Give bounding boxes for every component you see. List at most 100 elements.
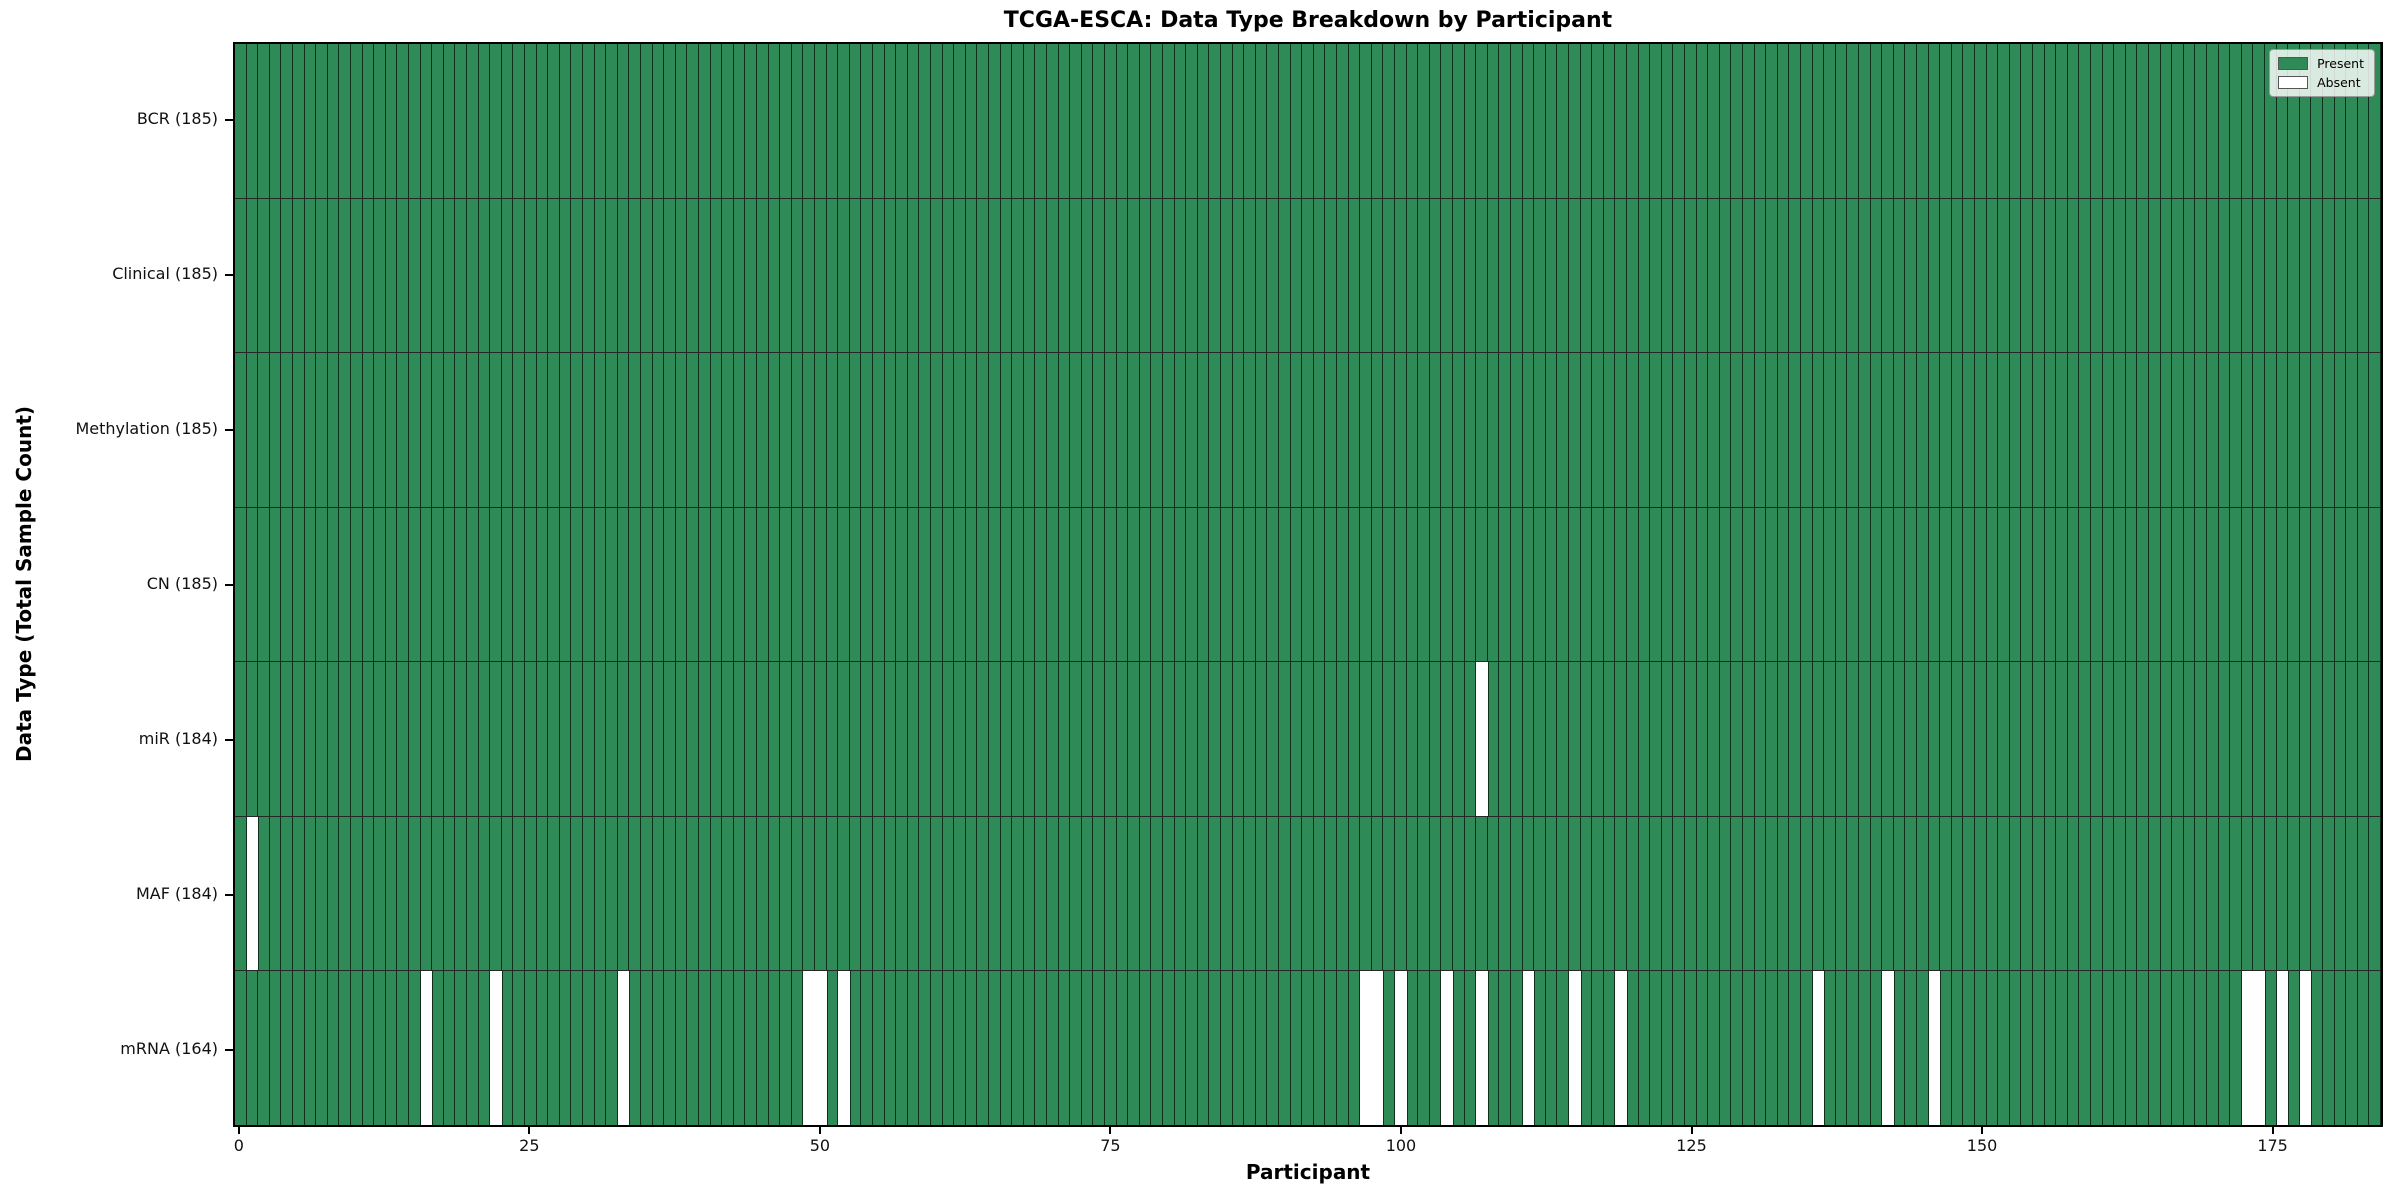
heatmap-cell-clinical-34	[629, 198, 641, 353]
heatmap-cell-maf-71	[1058, 816, 1071, 971]
heatmap-cell-clinical-121	[1638, 198, 1651, 353]
heatmap-cell-mir-59	[919, 662, 931, 816]
heatmap-cell-clinical-113	[1545, 198, 1558, 353]
heatmap-cell-maf-74	[1093, 816, 1105, 971]
heatmap-cell-clinical-134	[1789, 198, 1801, 353]
heatmap-cell-cn-46	[768, 507, 781, 662]
heatmap-cell-methylation-109	[1499, 353, 1511, 507]
heatmap-cell-maf-16	[420, 816, 433, 971]
heatmap-cell-clinical-5	[293, 198, 305, 353]
heatmap-cell-mrna-106	[1464, 971, 1477, 1126]
heatmap-cell-maf-109	[1499, 816, 1511, 971]
heatmap-cell-mir-131	[1754, 662, 1767, 816]
heatmap-cell-bcr-92	[1302, 44, 1314, 198]
heatmap-cell-methylation-30	[583, 353, 595, 507]
heatmap-cell-maf-99	[1383, 816, 1395, 971]
heatmap-cell-methylation-96	[1348, 353, 1361, 507]
heatmap-cell-methylation-68	[1023, 353, 1036, 507]
heatmap-cell-mir-107	[1476, 662, 1488, 816]
heatmap-cell-methylation-34	[629, 353, 641, 507]
heatmap-cell-mir-112	[1534, 662, 1546, 816]
heatmap-cell-cn-13	[385, 507, 398, 662]
heatmap-cell-mrna-24	[513, 971, 525, 1126]
heatmap-cell-bcr-135	[1801, 44, 1813, 198]
heatmap-cell-cn-24	[513, 507, 525, 662]
heatmap-cell-mir-173	[2241, 662, 2254, 816]
heatmap-cell-cn-67	[1012, 507, 1024, 662]
heatmap-cell-clinical-163	[2125, 198, 2138, 353]
heatmap-cell-clinical-120	[1627, 198, 1639, 353]
heatmap-cell-maf-166	[2160, 816, 2173, 971]
heatmap-cell-clinical-102	[1418, 198, 1430, 353]
heatmap-cell-cn-79	[1151, 507, 1163, 662]
heatmap-cell-cn-106	[1464, 507, 1477, 662]
heatmap-cell-mrna-35	[641, 971, 653, 1126]
heatmap-cell-bcr-152	[1998, 44, 2010, 198]
heatmap-cell-maf-23	[501, 816, 514, 971]
heatmap-cell-mrna-52	[838, 971, 850, 1126]
heatmap-cell-bcr-90	[1279, 44, 1291, 198]
heatmap-cell-methylation-58	[907, 353, 920, 507]
heatmap-cell-mir-82	[1186, 662, 1198, 816]
heatmap-cell-mir-32	[606, 662, 618, 816]
heatmap-cell-mrna-133	[1777, 971, 1790, 1126]
heatmap-cell-mir-155	[2033, 662, 2045, 816]
data-row-bcr	[235, 44, 2381, 198]
heatmap-cell-bcr-148	[1951, 44, 1964, 198]
heatmap-cell-methylation-164	[2137, 353, 2149, 507]
heatmap-cell-methylation-77	[1128, 353, 1140, 507]
heatmap-cell-methylation-5	[293, 353, 305, 507]
heatmap-cell-clinical-128	[1719, 198, 1732, 353]
heatmap-cell-methylation-124	[1673, 353, 1685, 507]
heatmap-cell-clinical-169	[2195, 198, 2207, 353]
heatmap-cell-maf-5	[293, 816, 305, 971]
heatmap-cell-mrna-104	[1441, 971, 1453, 1126]
heatmap-cell-cn-49	[803, 507, 815, 662]
heatmap-cell-bcr-120	[1627, 44, 1639, 198]
heatmap-cell-mrna-56	[884, 971, 897, 1126]
heatmap-cell-mrna-182	[2346, 971, 2358, 1126]
heatmap-cell-cn-126	[1696, 507, 1709, 662]
heatmap-cell-mir-137	[1824, 662, 1836, 816]
heatmap-cell-mir-6	[304, 662, 317, 816]
heatmap-cell-methylation-88	[1255, 353, 1268, 507]
y-tick-label-cn: CN (185)	[146, 573, 218, 593]
heatmap-cell-maf-56	[884, 816, 897, 971]
heatmap-cell-clinical-71	[1058, 198, 1071, 353]
heatmap-cell-methylation-9	[339, 353, 351, 507]
heatmap-cell-mrna-115	[1569, 971, 1581, 1126]
heatmap-cell-maf-45	[757, 816, 769, 971]
heatmap-cell-methylation-175	[2265, 353, 2277, 507]
heatmap-cell-cn-127	[1708, 507, 1720, 662]
heatmap-cell-mrna-26	[536, 971, 549, 1126]
heatmap-cell-cn-71	[1058, 507, 1071, 662]
heatmap-cell-clinical-15	[409, 198, 421, 353]
heatmap-cell-clinical-159	[2079, 198, 2091, 353]
heatmap-cell-mrna-138	[1835, 971, 1848, 1126]
heatmap-cell-methylation-129	[1731, 353, 1743, 507]
heatmap-cell-mir-143	[1893, 662, 1906, 816]
heatmap-cell-mir-1	[246, 662, 259, 816]
heatmap-cell-methylation-139	[1847, 353, 1859, 507]
heatmap-cell-maf-6	[304, 816, 317, 971]
heatmap-cell-mir-115	[1569, 662, 1581, 816]
heatmap-cell-cn-83	[1197, 507, 1210, 662]
heatmap-cell-clinical-17	[432, 198, 444, 353]
heatmap-cell-maf-131	[1754, 816, 1767, 971]
heatmap-cell-bcr-140	[1859, 44, 1871, 198]
heatmap-cell-mir-133	[1777, 662, 1790, 816]
heatmap-cell-maf-50	[815, 816, 827, 971]
heatmap-cell-bcr-72	[1070, 44, 1082, 198]
heatmap-cell-bcr-103	[1429, 44, 1442, 198]
heatmap-cell-methylation-137	[1824, 353, 1836, 507]
heatmap-cell-maf-138	[1835, 816, 1848, 971]
heatmap-cell-cn-109	[1499, 507, 1511, 662]
heatmap-cell-mir-61	[942, 662, 955, 816]
heatmap-cell-methylation-14	[397, 353, 409, 507]
heatmap-cell-maf-95	[1337, 816, 1349, 971]
heatmap-cell-maf-3	[269, 816, 282, 971]
heatmap-cell-mrna-11	[362, 971, 375, 1126]
heatmap-cell-mir-75	[1105, 662, 1117, 816]
heatmap-cell-methylation-159	[2079, 353, 2091, 507]
heatmap-cell-bcr-132	[1766, 44, 1778, 198]
